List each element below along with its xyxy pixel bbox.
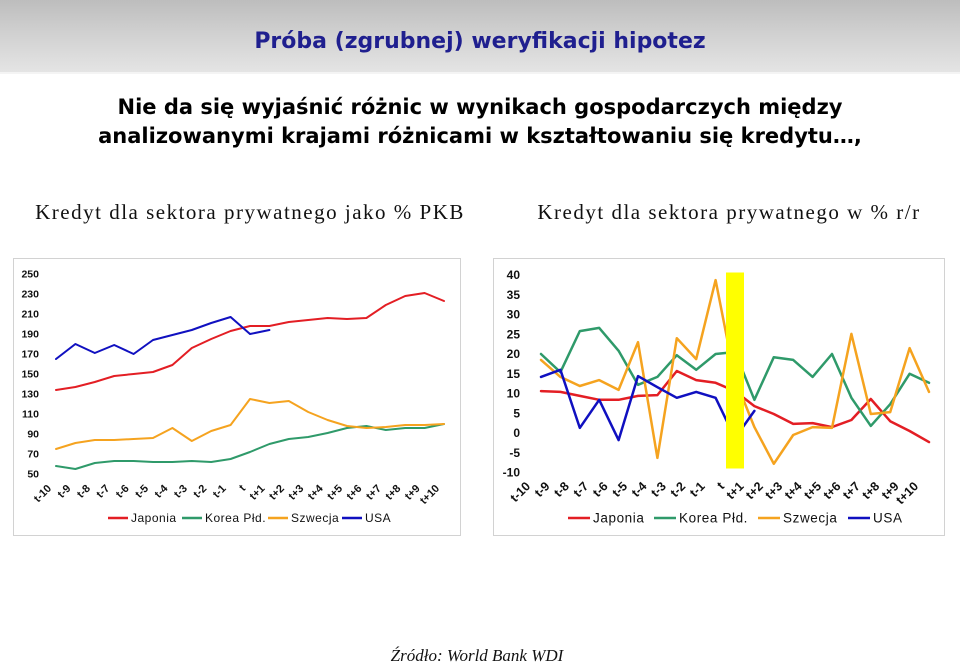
x-tick-label: t+10 [418,483,442,507]
legend-label-szwecja: Szwecja [291,511,339,525]
x-tick-label: t-10 [507,479,533,505]
y-tick-label: 5 [513,407,520,421]
y-tick-label: 15 [507,367,521,381]
y-tick-label: -5 [509,446,520,460]
y-tick-label: 10 [507,387,521,401]
y-tick-label: -10 [503,466,521,480]
chart-title-credit-growth: Kredyt dla sektora prywatnego w % r/r [537,200,921,224]
title-banner: Próba (zgrubnej) weryfikacji hipotez [0,0,960,74]
x-tick-label: t+6 [345,483,365,503]
x-tick-label: t+4 [782,479,805,502]
x-tick-label: t-1 [211,483,229,501]
slide-title: Próba (zgrubnej) weryfikacji hipotez [254,29,706,54]
chart-credit-growth-plot: 40 35 30 25 20 15 10 5 0 -5 -10t-10t-9t-8t-7t-6t-5… [503,268,931,526]
source-note: Źródło: World Bank WDI [390,646,564,665]
series-line-japonia [55,292,445,391]
x-tick-label: t-8 [75,483,93,501]
x-tick-label: t+5 [325,483,345,503]
series-line-usa [539,368,756,442]
subtitle-line: Nie da się wyjaśnić różnic w wynikach go… [117,95,843,119]
x-tick-label: t [237,482,248,493]
y-tick-label: 130 [21,389,39,401]
x-tick-label: t+1 [724,479,747,502]
x-tick-label: t+1 [248,483,268,503]
y-tick-label: 170 [21,349,39,361]
y-tick-label: 150 [21,369,39,381]
x-tick-label: t+7 [364,483,384,503]
x-tick-label: t+3 [286,483,306,503]
y-tick-label: 250 [21,269,39,281]
chart-credit-to-gdp-plot: 250 230 210 190 170 150 130 110 90 70 50 t-10 t-9 t-8… [21,269,445,525]
x-tick-label: t-7 [571,479,592,500]
x-tick-label: t-1 [687,479,708,500]
x-tick-label: t+3 [762,479,785,502]
y-tick-label: 70 [27,449,39,461]
chart-credit-to-gdp: 250 230 210 190 170 150 130 110 90 70 50 t-10 t-9 t-8… [13,258,461,536]
x-tick-label: t+7 [840,479,863,502]
x-tick-label: t+6 [821,479,844,502]
x-tick-label: t-2 [668,479,689,500]
series-line-korea-pld [55,423,445,470]
y-tick-label: 210 [21,309,39,321]
y-tick-label: 190 [21,329,39,341]
y-tick-label: 90 [27,429,39,441]
legend-label-usa: USA [365,511,391,525]
highlight-band [726,272,744,469]
x-tick-label: t-6 [114,483,132,501]
subtitle-line: analizowanymi krajami różnicami w kształ… [98,124,862,148]
y-tick-label: 50 [27,469,39,481]
y-tick-label: 230 [21,289,39,301]
series-line-usa [55,316,271,360]
chart-credit-growth: 40 35 30 25 20 15 10 5 0 -5 -10 t-10 t-9 t-8 t-7 t-6 t-5… [493,258,945,536]
y-tick-label: 35 [507,288,521,302]
y-tick-label: 20 [507,347,521,361]
y-tick-label: 110 [22,409,39,421]
series-line-szwecja [55,398,445,450]
x-tick-label: t+10 [893,479,921,507]
legend-label-korea-pld: Korea Płd. [679,511,748,526]
x-tick-label: t-9 [532,479,553,500]
x-tick-label: t+5 [801,479,824,502]
x-tick-label: t-5 [133,483,151,501]
x-tick-label: t+2 [267,483,287,503]
legend-label-usa: USA [873,511,903,526]
x-tick-label: t-8 [551,479,572,500]
x-tick-label: t-4 [629,479,650,500]
x-tick-label: t+8 [383,483,403,503]
x-tick-label: t-7 [94,483,112,501]
x-tick-label: t-10 [32,483,54,505]
y-tick-label: 25 [507,328,521,342]
legend-label-japonia: Japonia [131,511,177,525]
y-tick-label: 0 [513,426,520,440]
legend-label-korea-pld: Korea Płd. [205,511,266,525]
chart-title-credit-to-gdp: Kredyt dla sektora prywatnego jako % PKB [35,200,465,224]
x-tick-label: t+4 [306,482,327,503]
x-tick-label: t-4 [153,482,172,501]
slide-subtitle: Nie da się wyjaśnić różnic w wynikach go… [0,93,960,151]
x-tick-label: t-3 [172,483,190,501]
x-tick-label: t-5 [609,479,630,500]
x-tick-label: t-6 [590,479,611,500]
x-tick-label: t-2 [191,483,209,501]
legend-label-japonia: Japonia [593,511,645,526]
x-tick-label: t+2 [743,479,766,502]
x-tick-label: t-3 [648,479,669,500]
x-tick-label: t+8 [859,479,882,502]
y-tick-label: 40 [507,268,521,282]
legend-label-szwecja: Szwecja [783,511,837,526]
y-tick-label: 30 [507,308,521,322]
x-tick-label: t-9 [56,483,74,501]
